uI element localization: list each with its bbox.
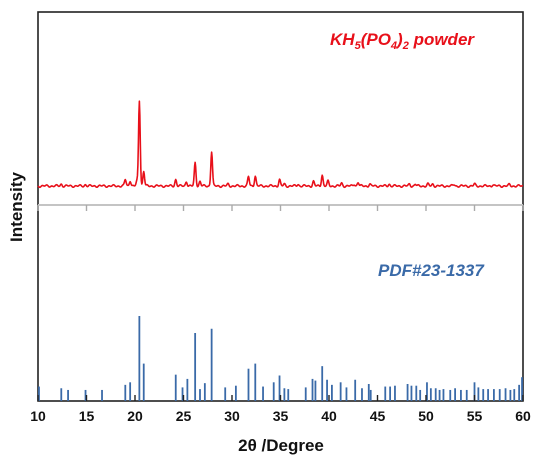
x-tick-label: 45 xyxy=(370,408,386,424)
x-tick-label: 25 xyxy=(176,408,192,424)
kh5po42-powder-pattern xyxy=(37,100,524,189)
x-tick-label: 35 xyxy=(273,408,289,424)
x-axis-title: 2θ /Degree xyxy=(238,436,324,455)
annotation-top: KH5(PO4)2 powder xyxy=(330,30,475,52)
x-tick-label: 10 xyxy=(30,408,46,424)
x-tick-label: 60 xyxy=(515,408,531,424)
x-tick-label: 15 xyxy=(79,408,95,424)
divider-ticks xyxy=(37,205,524,211)
x-axis: 10 15 20 25 30 35 40 45 50 55 60 xyxy=(30,395,531,424)
y-axis-title: Intensity xyxy=(7,172,26,242)
pdf-reference-sticks xyxy=(38,316,523,401)
x-tick-label: 30 xyxy=(224,408,240,424)
x-tick-label: 55 xyxy=(467,408,483,424)
x-tick-label: 20 xyxy=(127,408,143,424)
annotation-bottom: PDF#23-1337 xyxy=(378,261,485,280)
x-tick-label: 50 xyxy=(418,408,434,424)
x-tick-label: 40 xyxy=(321,408,337,424)
